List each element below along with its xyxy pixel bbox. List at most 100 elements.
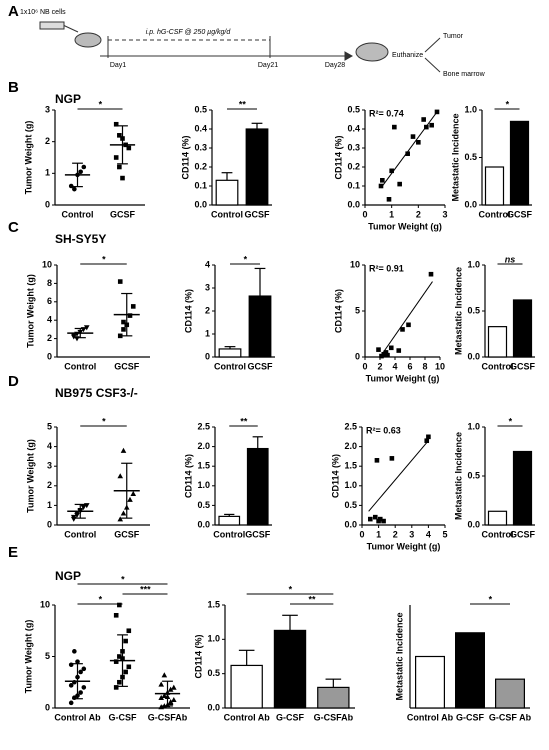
point bbox=[78, 169, 83, 175]
y-tick-label: 2.5 bbox=[197, 421, 210, 431]
point bbox=[406, 322, 411, 328]
significance-label: * bbox=[488, 594, 492, 604]
panel-title: NGP bbox=[55, 569, 81, 583]
y-tick-label: 2.5 bbox=[344, 421, 357, 431]
y-tick-label: 0.0 bbox=[464, 199, 477, 209]
panel-label: A bbox=[8, 3, 19, 20]
y-tick-label: 0.5 bbox=[464, 152, 477, 162]
x-axis-title: Tumor Weight (g) bbox=[367, 541, 441, 551]
point bbox=[389, 168, 394, 174]
x-tick-label: G-CSFAb bbox=[148, 712, 188, 722]
y-tick-label: 0.0 bbox=[467, 519, 480, 529]
point bbox=[113, 155, 119, 160]
y-tick-label: 0.5 bbox=[207, 668, 220, 678]
panel-title: NB975 CSF3-/- bbox=[55, 386, 138, 400]
point bbox=[158, 681, 164, 687]
point bbox=[392, 124, 397, 130]
significance-label: * bbox=[288, 584, 292, 594]
point bbox=[68, 700, 74, 706]
point bbox=[421, 117, 426, 122]
y-tick-label: 0.0 bbox=[467, 351, 480, 361]
y-tick-label: 0.4 bbox=[194, 123, 207, 133]
y-tick-label: 0.1 bbox=[194, 180, 207, 190]
outcome-label: Bone marrow bbox=[443, 71, 486, 78]
point bbox=[117, 279, 123, 284]
x-tick-label: 0 bbox=[359, 529, 364, 539]
significance-label: * bbox=[121, 574, 125, 584]
y-tick-label: 8 bbox=[47, 278, 52, 288]
point bbox=[83, 325, 90, 331]
significance-label: ns bbox=[505, 254, 516, 264]
y-tick-label: 0.2 bbox=[347, 161, 360, 171]
significance-label: *** bbox=[140, 584, 151, 594]
y-axis-title: Tumor Weight (g) bbox=[25, 274, 35, 348]
point bbox=[117, 516, 124, 522]
syringe bbox=[39, 21, 65, 30]
point bbox=[171, 696, 177, 703]
x-tick-label: 2 bbox=[377, 361, 382, 371]
point bbox=[429, 122, 434, 128]
y-tick-label: 4 bbox=[47, 315, 52, 325]
point bbox=[70, 514, 77, 520]
x-tick-label: Control bbox=[213, 529, 245, 539]
y-axis-title: Tumor Weight (g) bbox=[25, 439, 35, 513]
y-axis-title: Tumor Weight (g) bbox=[23, 620, 33, 694]
point bbox=[117, 164, 122, 170]
bar bbox=[218, 515, 241, 526]
significance-label: * bbox=[98, 99, 102, 109]
point bbox=[72, 649, 77, 654]
y-tick-label: 0.5 bbox=[344, 500, 357, 510]
y-tick-label: 5 bbox=[355, 305, 360, 315]
annotation: R²= 0.63 bbox=[366, 425, 401, 435]
y-axis-title: CD114 (%) bbox=[183, 289, 193, 333]
y-tick-label: 0 bbox=[45, 702, 50, 712]
point bbox=[120, 510, 127, 516]
point bbox=[117, 679, 122, 685]
y-tick-label: 1.0 bbox=[467, 259, 480, 269]
y-tick-label: 0 bbox=[45, 199, 50, 209]
significance-label: ** bbox=[240, 416, 248, 426]
point bbox=[383, 350, 389, 355]
day-label: Day28 bbox=[325, 62, 345, 69]
y-tick-label: 0.2 bbox=[194, 161, 207, 171]
bar bbox=[484, 166, 505, 206]
x-tick-label: 3 bbox=[442, 209, 447, 219]
significance-label: * bbox=[243, 254, 247, 264]
x-tick-label: G-CSFAb bbox=[314, 712, 354, 722]
bar bbox=[512, 450, 533, 526]
point bbox=[161, 692, 168, 698]
y-axis-title: CD114 (%) bbox=[193, 634, 203, 678]
x-tick-label: 2 bbox=[416, 209, 421, 219]
x-tick-label: 0 bbox=[362, 361, 367, 371]
x-tick-label: 10 bbox=[435, 361, 445, 371]
point bbox=[126, 145, 132, 151]
y-tick-label: 0.0 bbox=[197, 519, 210, 529]
day-label: Day21 bbox=[258, 62, 278, 69]
point bbox=[424, 438, 430, 444]
y-tick-label: 1.5 bbox=[197, 461, 210, 471]
point bbox=[167, 699, 174, 705]
significance-label: * bbox=[102, 254, 106, 264]
y-tick-label: 4 bbox=[205, 259, 210, 269]
x-tick-label: GCSF bbox=[244, 209, 270, 219]
point bbox=[81, 666, 87, 672]
point bbox=[428, 271, 434, 277]
x-tick-label: G-CSF bbox=[276, 712, 305, 722]
point bbox=[171, 684, 177, 690]
point bbox=[121, 327, 126, 332]
x-tick-label: 1 bbox=[376, 529, 381, 539]
arrowhead bbox=[344, 51, 354, 61]
bar bbox=[248, 295, 272, 358]
x-tick-label: G-CSF Ab bbox=[489, 712, 532, 722]
y-axis-title: CD114 (%) bbox=[333, 289, 343, 333]
x-axis-title: Tumor Weight (g) bbox=[366, 373, 440, 383]
bar bbox=[218, 348, 242, 358]
x-tick-label: 3 bbox=[409, 529, 414, 539]
y-axis-title: CD114 (%) bbox=[333, 135, 343, 179]
panel-title: NGP bbox=[55, 92, 81, 106]
x-tick-label: GCSF bbox=[110, 209, 136, 219]
fit-line bbox=[368, 440, 429, 512]
point bbox=[113, 121, 119, 127]
x-tick-label: Control Ab bbox=[224, 712, 271, 722]
